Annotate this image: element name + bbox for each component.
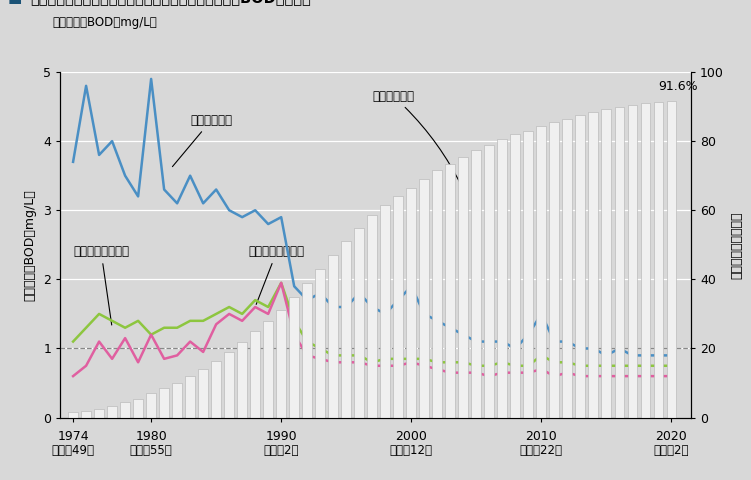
Text: 南湖流入河川: 南湖流入河川	[173, 114, 232, 167]
Bar	[511, 134, 520, 418]
Text: （平成22）: （平成22）	[520, 444, 562, 457]
Bar	[289, 297, 299, 418]
Bar	[497, 139, 507, 418]
Bar	[276, 311, 286, 418]
Bar	[94, 409, 104, 418]
Text: 2020: 2020	[656, 430, 687, 443]
Y-axis label: 流入河川のBOD（mg/L）: 流入河川のBOD（mg/L）	[23, 189, 36, 300]
Bar	[602, 109, 611, 418]
Text: 2000: 2000	[395, 430, 427, 443]
Text: （昭和55）: （昭和55）	[130, 444, 173, 457]
Bar	[419, 179, 429, 418]
Bar	[575, 115, 585, 418]
Bar	[628, 105, 638, 418]
Bar	[107, 406, 117, 418]
Text: 1980: 1980	[135, 430, 167, 443]
Bar	[315, 269, 325, 418]
Bar	[445, 164, 455, 418]
Text: 1974: 1974	[57, 430, 89, 443]
Text: 1990: 1990	[265, 430, 297, 443]
Bar	[120, 402, 130, 418]
Bar	[81, 411, 91, 418]
Bar	[406, 188, 416, 418]
Bar	[589, 112, 599, 418]
Bar	[198, 369, 208, 418]
Bar	[367, 216, 377, 418]
Bar	[264, 321, 273, 418]
Bar	[68, 412, 78, 418]
Bar	[237, 342, 247, 418]
Bar	[433, 170, 442, 418]
Bar	[550, 122, 559, 418]
Bar	[328, 255, 338, 418]
Bar	[133, 398, 143, 418]
Bar	[536, 126, 546, 418]
Bar	[472, 150, 481, 418]
Text: 91.6%: 91.6%	[658, 80, 698, 93]
Bar	[342, 241, 351, 418]
Bar	[225, 352, 234, 418]
Bar	[380, 205, 390, 418]
Text: （平成2）: （平成2）	[264, 444, 299, 457]
Bar	[159, 388, 169, 418]
Bar	[303, 283, 312, 418]
Bar	[146, 394, 156, 418]
Bar	[211, 360, 221, 418]
Text: 滋賀県の下水道普及率と琵琶湖への流入河川の水質［BOD（注）］: 滋賀県の下水道普及率と琵琶湖への流入河川の水質［BOD（注）］	[30, 0, 311, 5]
Text: 北湖西部流入河川: 北湖西部流入河川	[249, 245, 305, 304]
Bar	[185, 376, 195, 418]
Text: 下水道普及率: 下水道普及率	[372, 90, 462, 187]
Bar	[394, 196, 403, 418]
Bar	[172, 383, 182, 418]
Text: （令和2）: （令和2）	[653, 444, 689, 457]
Bar	[653, 102, 663, 418]
Text: 流入河川のBOD（mg/L）: 流入河川のBOD（mg/L）	[53, 16, 157, 29]
Bar	[484, 144, 494, 418]
Text: （平成12）: （平成12）	[390, 444, 433, 457]
Bar	[523, 131, 533, 418]
Bar	[667, 101, 677, 418]
Bar	[354, 228, 364, 418]
Y-axis label: 下水道普及率（％）: 下水道普及率（％）	[731, 211, 743, 278]
Bar	[641, 103, 650, 418]
Text: 2010: 2010	[526, 430, 557, 443]
Bar	[458, 156, 468, 418]
Bar	[614, 107, 624, 418]
Bar	[562, 119, 572, 418]
Text: （昭和49）: （昭和49）	[52, 444, 95, 457]
Bar	[250, 331, 260, 418]
Text: ■: ■	[8, 0, 22, 5]
Text: 北湖東部流入河川: 北湖東部流入河川	[73, 245, 129, 325]
